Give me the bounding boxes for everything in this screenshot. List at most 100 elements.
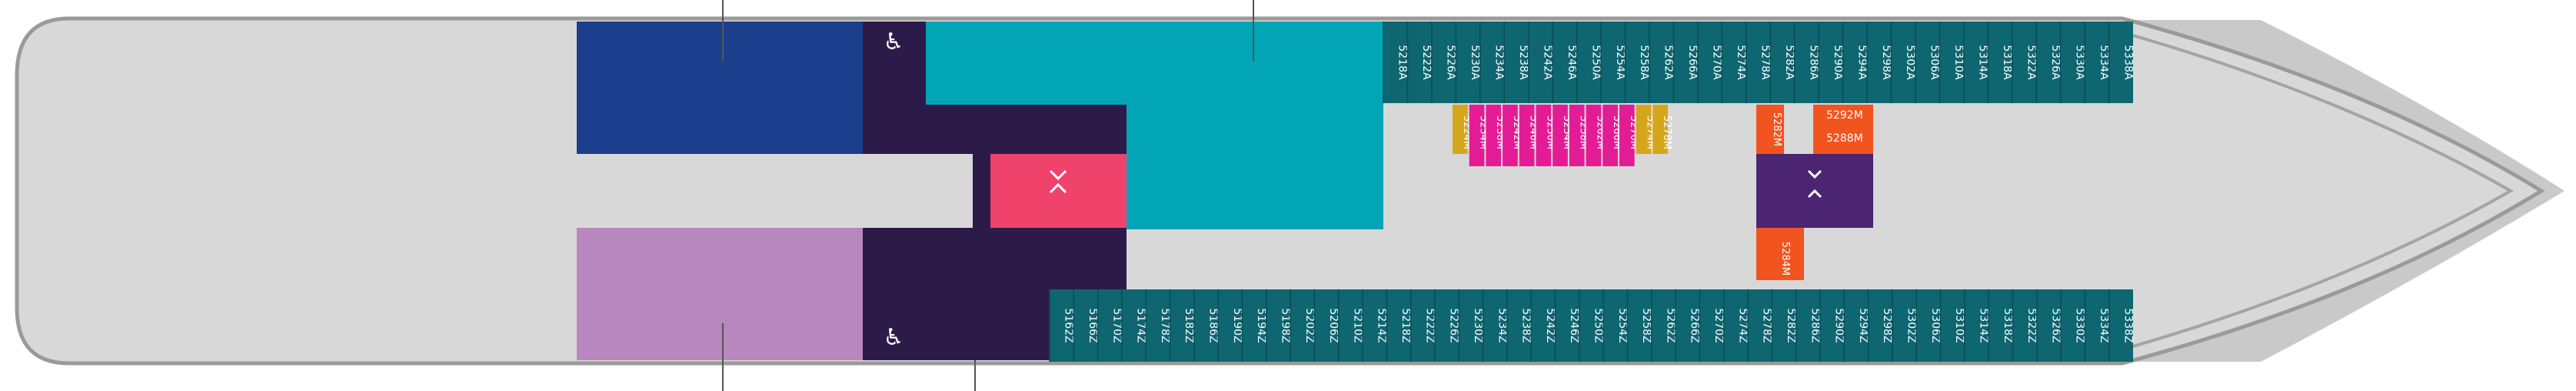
cabin[interactable]: 5226A bbox=[1431, 22, 1457, 103]
cabin[interactable]: 5290Z bbox=[1819, 289, 1845, 362]
orange-cabin-bottom[interactable] bbox=[1756, 228, 1804, 280]
cabin-number: 5238A bbox=[1517, 45, 1529, 80]
cabin[interactable]: 5302A bbox=[1890, 22, 1916, 103]
cabin-number: 5278M bbox=[1661, 115, 1672, 149]
cabin[interactable]: 5270Z bbox=[1699, 289, 1725, 362]
cabin[interactable]: 5202Z bbox=[1290, 289, 1316, 362]
cabin[interactable]: 5170Z bbox=[1097, 289, 1123, 362]
cabin[interactable]: 5210Z bbox=[1337, 289, 1364, 362]
cabin[interactable]: 5318Z bbox=[1988, 289, 2014, 362]
cabin-label-5292M: 5292M bbox=[1826, 109, 1863, 122]
cabin-number: 5198Z bbox=[1279, 308, 1291, 343]
cabin[interactable]: 5238A bbox=[1503, 22, 1529, 103]
cabin[interactable]: 5258Z bbox=[1626, 289, 1652, 362]
cabin[interactable]: 5278A bbox=[1746, 22, 1772, 103]
orange-stacked-cabins[interactable] bbox=[1813, 105, 1873, 154]
cabin[interactable]: 5278M bbox=[1652, 105, 1672, 154]
cabin[interactable]: 5214Z bbox=[1362, 289, 1388, 362]
cabin[interactable]: 5326A bbox=[2035, 22, 2062, 103]
cabin[interactable]: 5318A bbox=[1987, 22, 2013, 103]
cabin[interactable]: 5322A bbox=[2011, 22, 2038, 103]
cabin[interactable]: 5290A bbox=[1818, 22, 1844, 103]
cabin[interactable]: 5330Z bbox=[2060, 289, 2086, 362]
cabin[interactable]: 5242A bbox=[1527, 22, 1554, 103]
cabin[interactable]: 5234A bbox=[1479, 22, 1506, 103]
orange-cabin-top[interactable] bbox=[1756, 105, 1784, 154]
cabin[interactable]: 5310A bbox=[1939, 22, 1965, 103]
cabin[interactable]: 5182Z bbox=[1169, 289, 1196, 362]
cabin[interactable]: 5218A bbox=[1383, 22, 1409, 103]
cabin[interactable]: 5246Z bbox=[1554, 289, 1581, 362]
cabin[interactable]: 5166Z bbox=[1073, 289, 1099, 362]
cabin[interactable]: 5250Z bbox=[1579, 289, 1605, 362]
cabin[interactable]: 5226Z bbox=[1434, 289, 1460, 362]
cabin-number: 5190Z bbox=[1231, 308, 1243, 343]
cabin[interactable]: 5262A bbox=[1649, 22, 1675, 103]
cabin-number: 5262A bbox=[1662, 45, 1675, 80]
cabin[interactable]: 5314A bbox=[1963, 22, 1989, 103]
cabin[interactable]: 5242Z bbox=[1530, 289, 1556, 362]
cabin[interactable]: 5266Z bbox=[1675, 289, 1701, 362]
cabin[interactable]: 5206Z bbox=[1313, 289, 1340, 362]
cabin[interactable]: 5274Z bbox=[1722, 289, 1749, 362]
cabin[interactable]: 5334Z bbox=[2084, 289, 2110, 362]
cabin[interactable]: 5238Z bbox=[1506, 289, 1533, 362]
cabin[interactable]: 5194Z bbox=[1241, 289, 1267, 362]
cabin[interactable]: 5306A bbox=[1915, 22, 1941, 103]
cabin[interactable]: 5174Z bbox=[1121, 289, 1147, 362]
cabin[interactable]: 5286A bbox=[1793, 22, 1820, 103]
cabin[interactable]: 5314Z bbox=[1964, 289, 1990, 362]
cabin[interactable]: 5294Z bbox=[1843, 289, 1869, 362]
cabin[interactable]: 5338A bbox=[2108, 22, 2135, 103]
cabin[interactable]: 5262Z bbox=[1651, 289, 1677, 362]
cabin[interactable]: 5222Z bbox=[1409, 289, 1436, 362]
cabin[interactable]: 5322Z bbox=[2012, 289, 2038, 362]
cabin[interactable]: 5230Z bbox=[1458, 289, 1484, 362]
cabin[interactable]: 5230A bbox=[1455, 22, 1481, 103]
bottom-cabin-row: 5162Z 5166Z 5170Z 5174Z 5178Z 5182Z 5186Z 5190Z… bbox=[1049, 289, 2135, 362]
cabin[interactable]: 5266A bbox=[1672, 22, 1699, 103]
cabin-cell bbox=[1553, 105, 1568, 166]
cabin[interactable]: 5218Z bbox=[1386, 289, 1412, 362]
cabin-number: 5258A bbox=[1638, 45, 1650, 80]
cabin[interactable]: 5310Z bbox=[1939, 289, 1966, 362]
cabin[interactable]: 5254A bbox=[1600, 22, 1626, 103]
cabin[interactable]: 5254Z bbox=[1603, 289, 1629, 362]
cabin-number: 5246A bbox=[1566, 45, 1578, 80]
cabin[interactable]: 5162Z bbox=[1049, 289, 1075, 362]
cabin[interactable]: 5190Z bbox=[1217, 289, 1243, 362]
cabin[interactable]: 5250A bbox=[1576, 22, 1603, 103]
cabin[interactable]: 5294A bbox=[1842, 22, 1869, 103]
cabin[interactable]: 5274A bbox=[1721, 22, 1747, 103]
cabin[interactable]: 5258A bbox=[1624, 22, 1651, 103]
cabin[interactable]: 5234Z bbox=[1482, 289, 1509, 362]
cabin[interactable]: 5338Z bbox=[2108, 289, 2135, 362]
cabin[interactable]: 5178Z bbox=[1145, 289, 1171, 362]
cabin[interactable]: 5282A bbox=[1769, 22, 1796, 103]
cabin[interactable]: 5330A bbox=[2059, 22, 2086, 103]
cabin[interactable]: 5198Z bbox=[1266, 289, 1292, 362]
cabin[interactable]: 5282Z bbox=[1771, 289, 1797, 362]
cabin[interactable]: 5298A bbox=[1866, 22, 1892, 103]
cabin-number: 5302A bbox=[1904, 45, 1916, 80]
dark-purple-connector bbox=[973, 105, 1127, 154]
cabin-number: 5294Z bbox=[1857, 308, 1869, 343]
cabin-number: 5182Z bbox=[1183, 308, 1195, 343]
cabin-number: 5318Z bbox=[2002, 308, 2014, 343]
cabin[interactable]: 5286Z bbox=[1795, 289, 1822, 362]
cabin[interactable]: 5246A bbox=[1552, 22, 1578, 103]
cabin[interactable]: 5334A bbox=[2084, 22, 2110, 103]
cabin[interactable]: 5278Z bbox=[1747, 289, 1773, 362]
cabin[interactable]: 5186Z bbox=[1193, 289, 1220, 362]
teal-area-lower bbox=[1127, 105, 1383, 229]
cabin[interactable]: 5306Z bbox=[1915, 289, 1942, 362]
cabin-number: 5286A bbox=[1807, 45, 1819, 80]
cabin[interactable]: 5222A bbox=[1406, 22, 1433, 103]
cabin-number: 5282A bbox=[1783, 45, 1796, 80]
cabin-number: 5222A bbox=[1420, 45, 1433, 80]
cabin[interactable]: 5298Z bbox=[1867, 289, 1894, 362]
cabin[interactable]: 5302Z bbox=[1892, 289, 1918, 362]
cabin[interactable]: 5270A bbox=[1697, 22, 1723, 103]
cabin-number: 5266Z bbox=[1689, 308, 1701, 343]
cabin[interactable]: 5326Z bbox=[2036, 289, 2062, 362]
